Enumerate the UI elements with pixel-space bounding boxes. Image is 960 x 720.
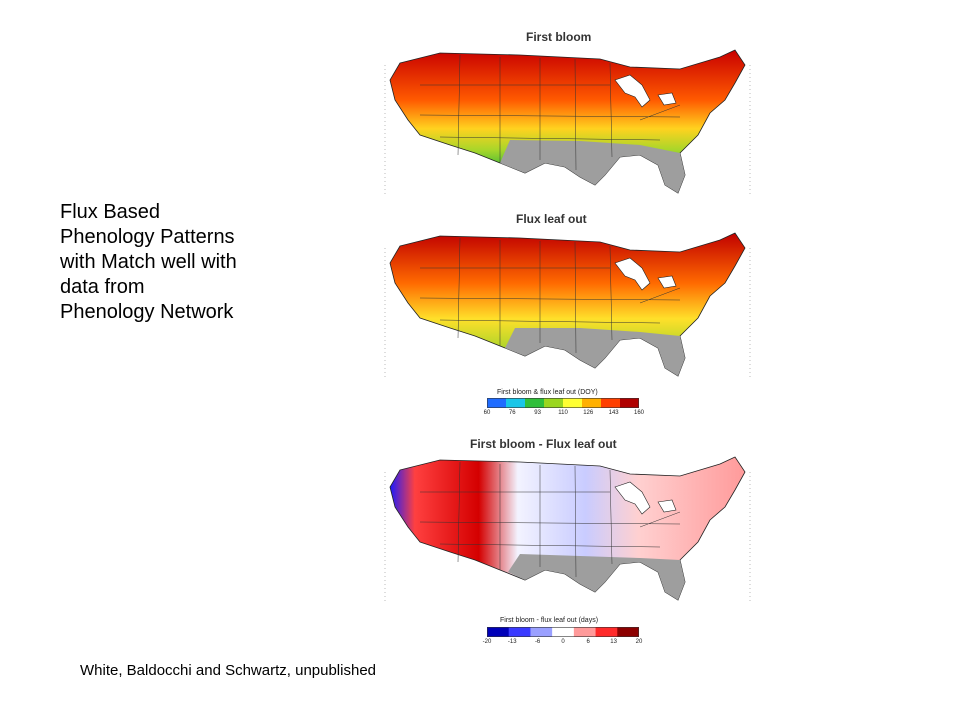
tick-label: -13 [507,639,517,645]
graticule [384,248,751,378]
colorbar-border [487,398,639,408]
graticule [384,472,751,602]
colorbar-diff [487,627,639,637]
great-lakes [614,257,677,291]
graticule [384,65,751,195]
tick-label: 110 [558,410,568,416]
tick-label: 13 [610,639,617,645]
credit-text: White, Baldocchi and Schwartz, unpublish… [80,662,377,679]
caption-line: Phenology Network [60,301,234,323]
tick-label: 0 [561,639,565,645]
caption-line: data from [60,276,145,298]
tick-label: 20 [635,639,643,645]
colorbar-title-doy: First bloom & flux leaf out (DOY) [497,389,598,396]
panel-title-flux-leaf-out: Flux leaf out [516,212,587,226]
panel-title-difference: First bloom - Flux leaf out [470,437,617,451]
state-borders [419,461,681,578]
colorbar-title-diff: First bloom - flux leaf out (days) [500,617,599,624]
colorbar-doy [487,398,639,408]
colorbar-swatch [530,627,553,637]
us-outline [389,456,746,601]
state-borders [419,54,681,171]
colorbar-diff-ticks: -20 -13 -6 0 6 13 20 [483,639,643,649]
map-difference [384,456,751,602]
colorbar-swatch [552,627,575,637]
tick-label: 143 [608,410,619,416]
tick-label: 160 [633,410,645,416]
tick-label: 60 [483,410,491,416]
state-borders [419,237,681,354]
colorbar-swatch [617,627,639,637]
tick-label: 76 [508,410,516,416]
southern-region [505,328,685,376]
tick-label: -6 [534,639,541,645]
tick-label: -20 [482,639,492,645]
southern-region [508,554,685,600]
caption-line: Flux Based [60,201,161,223]
map-first-bloom [384,49,751,195]
caption-text: Flux Based Phenology Patterns with Match… [60,200,290,325]
panel-title-first-bloom: First bloom [526,30,592,44]
caption-line: Phenology Patterns [60,226,235,248]
us-outline [389,232,746,377]
colorbar-swatch [601,398,621,408]
colorbar-doy-ticks: 60 76 93 110 126 143 160 [483,410,644,420]
great-lakes [614,74,677,108]
tick-label: 6 [586,639,590,645]
tick-label: 93 [534,410,541,416]
colorbar-border [487,627,639,637]
colorbar-swatch [544,398,564,408]
map-flux-leaf-out [384,232,751,378]
caption-line: with Match well with [60,251,237,273]
colorbar-swatch [620,398,639,408]
southern-region [500,140,685,193]
us-outline [389,49,746,194]
tick-label: 126 [583,410,594,416]
colorbar-swatch [506,398,526,408]
colorbar-swatch [573,627,597,637]
colorbar-swatch [487,627,510,637]
colorbar-swatch [582,398,602,408]
colorbar-swatch [525,398,545,408]
colorbar-swatch [487,398,507,408]
colorbar-swatch [508,627,531,637]
colorbar-swatch [563,398,583,408]
colorbar-swatch [595,627,618,637]
great-lakes [614,481,677,515]
